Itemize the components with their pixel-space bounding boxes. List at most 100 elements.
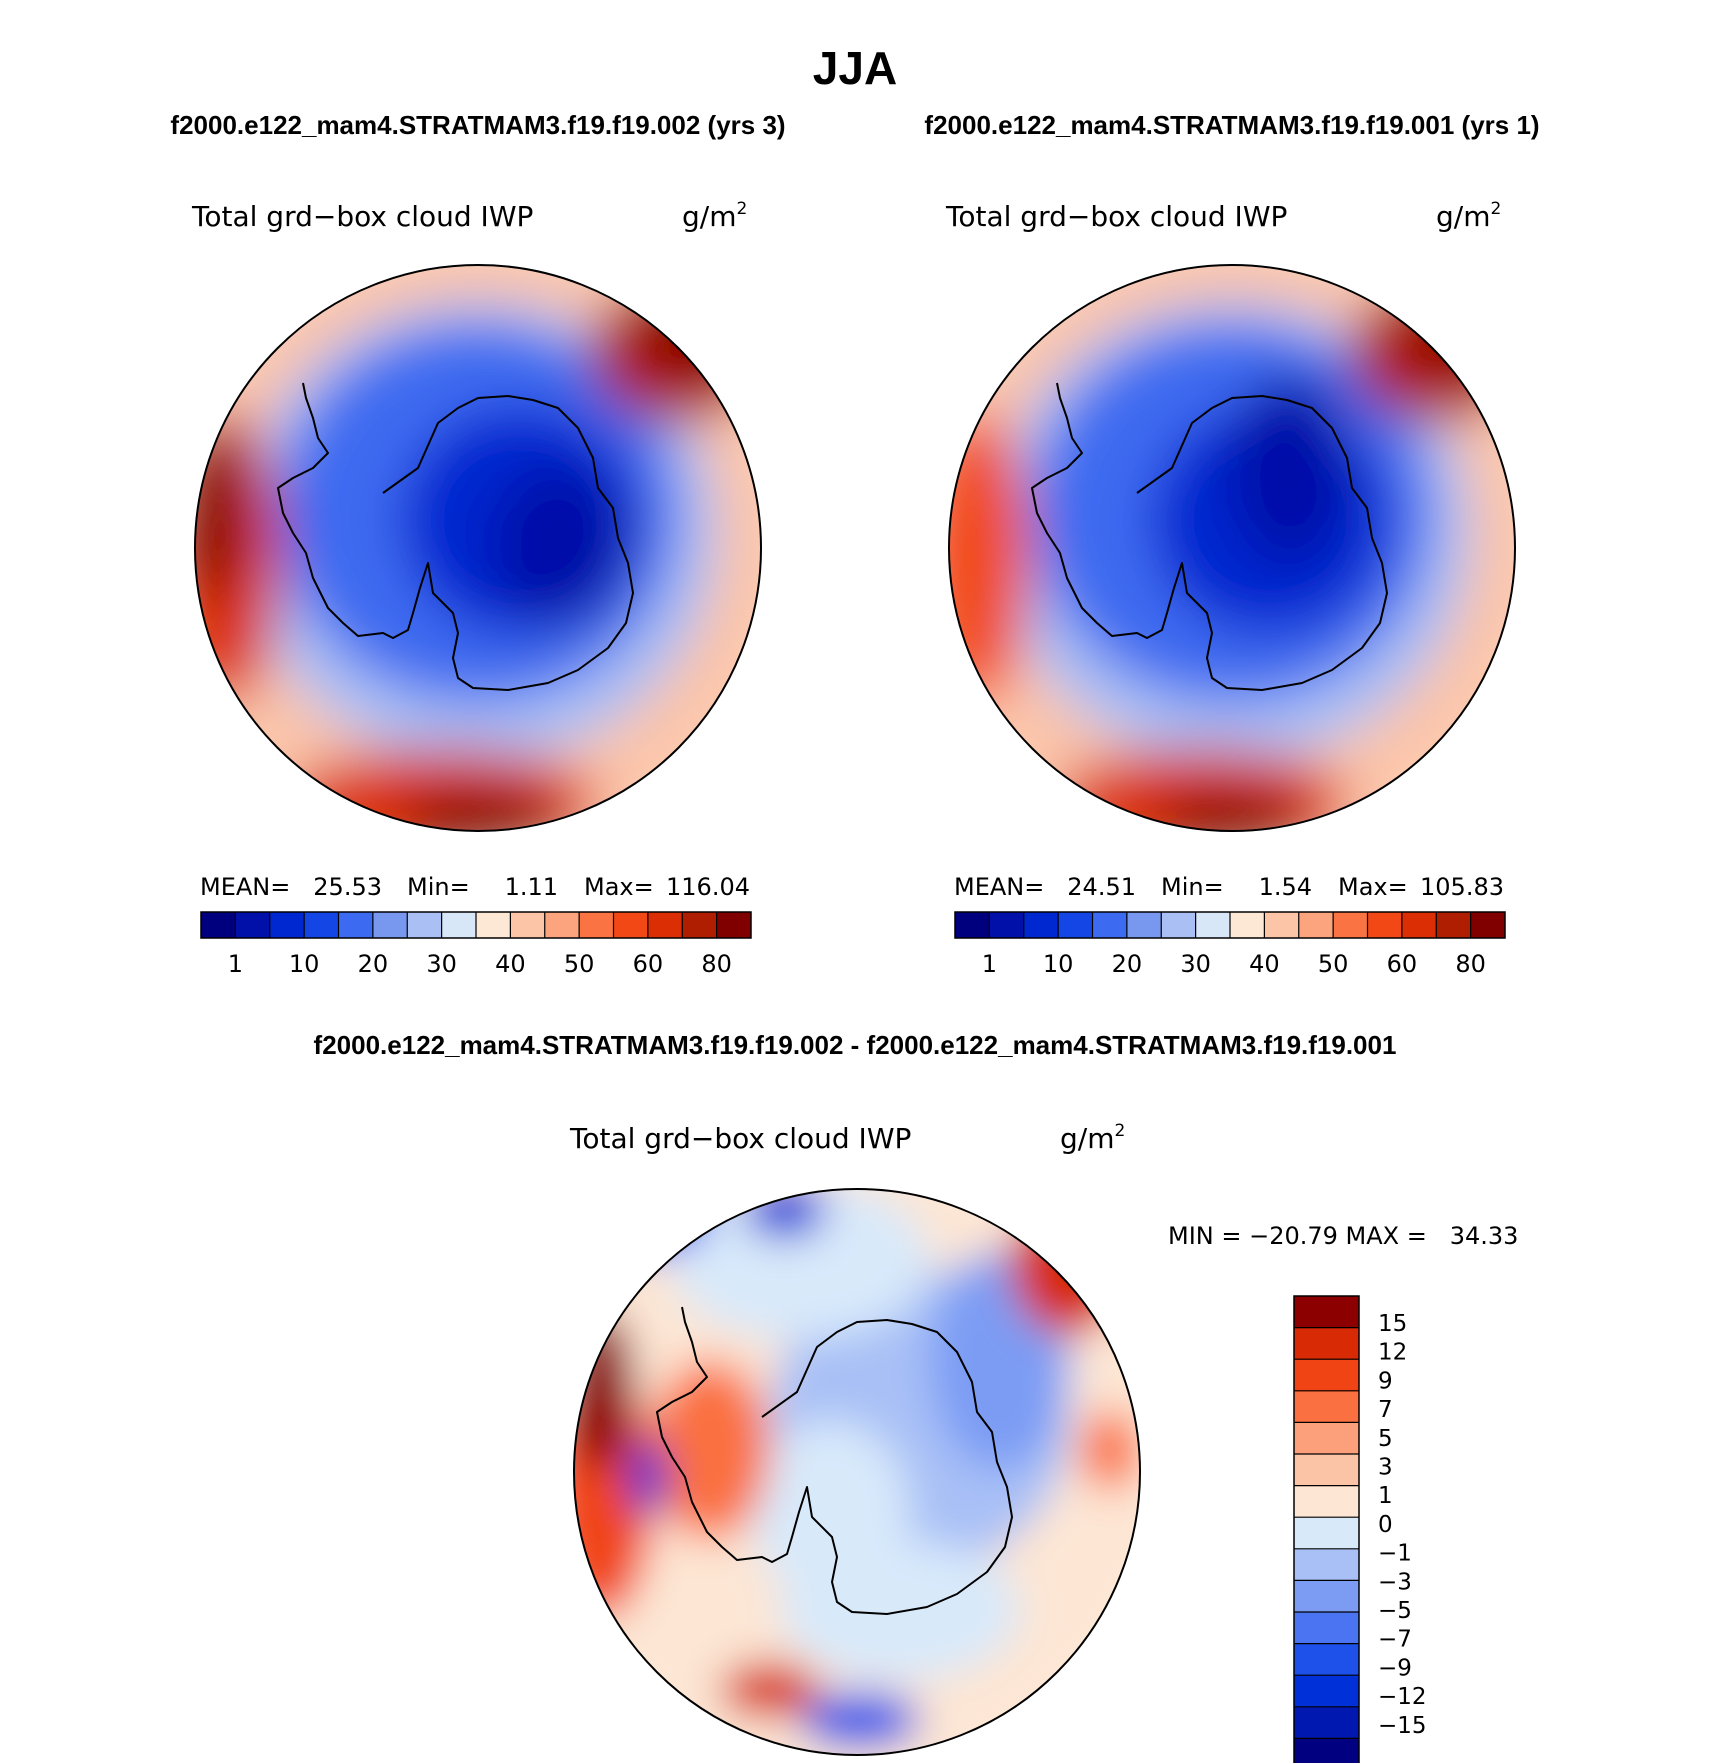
storm-north-core: [1155, 794, 1305, 831]
mean-label: MEAN=: [954, 873, 1044, 901]
units-label: g/m2: [682, 199, 747, 233]
min-label: Min=: [407, 873, 470, 901]
colorbar-tick-label: 40: [1249, 950, 1280, 978]
field-shading: [574, 1189, 1140, 1755]
colorbar-swatch: [544, 912, 580, 938]
colorbar-swatch: [1294, 1454, 1359, 1487]
min-max-label: MIN = −20.79 MAX = 34.33: [1168, 1222, 1518, 1250]
colorbar-vertical: 15 129 7 5 31 0 −1−3 −5 −7−9 −12 −15: [1293, 1295, 1427, 1763]
colorbar-swatch: [1401, 912, 1437, 938]
max-value: 105.83: [1420, 873, 1504, 901]
blue-north: [745, 1189, 825, 1238]
colorbar-tick-label: 9: [1378, 1368, 1393, 1394]
colorbar-swatch: [1023, 912, 1059, 938]
colorbar-swatch: [1294, 1296, 1359, 1329]
colorbar-tick-label: 10: [1043, 950, 1074, 978]
map-boundary: [573, 1188, 1141, 1756]
field-north-blue: [670, 1189, 930, 1340]
colorbar-swatch: [989, 912, 1025, 938]
colorbar-frame: [954, 911, 1506, 939]
colorbar-swatch: [1126, 912, 1162, 938]
field-peninsula-red: [650, 1360, 770, 1540]
case-a-title: f2000.e122_mam4.STRATMAM3.f19.f19.002 (y…: [170, 110, 785, 140]
colorbar-swatch: [1298, 912, 1334, 938]
colorbar-swatch: [1333, 912, 1368, 938]
field-core: [1230, 375, 1350, 565]
colorbar-swatch: [1294, 1485, 1359, 1518]
colorbar-swatch: [1294, 1390, 1359, 1423]
colorbar-swatch: [1294, 1548, 1359, 1581]
panel-difference: Total grd−box cloud IWP g/m2 MIN = −20.7…: [569, 1121, 1518, 1763]
antarctica-coastline: [277, 382, 634, 691]
figure-title: JJA: [813, 42, 897, 94]
stats-line: MEAN= 24.51 Min= 1.54 Max= 105.83: [954, 873, 1504, 901]
colorbar-tick-label: 1: [982, 950, 997, 978]
colorbar-swatch: [1367, 912, 1403, 938]
variable-label: Total grd−box cloud IWP: [191, 200, 533, 233]
colorbar-tick-label: 30: [1180, 950, 1211, 978]
colorbar-tick-label: 20: [1112, 950, 1143, 978]
colorbar-tick-label: 50: [1318, 950, 1349, 978]
colorbar-tick-label: −12: [1378, 1684, 1427, 1710]
colorbar-swatch: [1294, 1422, 1359, 1455]
colorbar-frame: [200, 911, 752, 939]
colorbar-swatch: [441, 912, 477, 938]
stats-line: MEAN= 25.53 Min= 1.11 Max= 116.04: [200, 873, 750, 901]
field-core: [490, 465, 630, 625]
colorbar-tick-label: 30: [426, 950, 457, 978]
storm-south: [720, 1662, 820, 1718]
storm-west-core: [195, 420, 244, 600]
colorbar-swatch: [955, 912, 990, 938]
colorbar-swatch: [682, 912, 718, 938]
colorbar-frame: [1293, 1295, 1360, 1763]
colorbar-swatch: [1161, 912, 1197, 938]
colorbar-swatch: [1058, 912, 1093, 938]
units-label: g/m2: [1436, 199, 1501, 233]
variable-label: Total grd−box cloud IWP: [945, 200, 1287, 233]
colorbar-tick-label: −15: [1378, 1713, 1427, 1739]
polar-map: [194, 264, 762, 832]
min-label: Min=: [1161, 873, 1224, 901]
colorbar-tick-label: 80: [1455, 950, 1486, 978]
mean-value: 25.53: [313, 873, 382, 901]
storm-east: [1010, 1195, 1130, 1335]
colorbar-swatch: [1230, 912, 1265, 938]
min-value: 1.54: [1259, 873, 1312, 901]
colorbar-tick-label: 1: [1378, 1483, 1393, 1509]
colorbar-tick-label: −1: [1378, 1541, 1412, 1567]
max-value: 116.04: [666, 873, 750, 901]
colorbar-swatch: [1195, 912, 1231, 938]
colorbar-swatch: [372, 912, 408, 938]
panel-case-a: Total grd−box cloud IWP g/m2: [191, 199, 762, 978]
panel-case-b: Total grd−box cloud IWP g/m2: [945, 199, 1516, 978]
storm-east: [1350, 278, 1515, 422]
polar-map: [948, 264, 1516, 832]
colorbar-swatch: [235, 912, 271, 938]
difference-title: f2000.e122_mam4.STRATMAM3.f19.f19.002 - …: [314, 1030, 1397, 1060]
colorbar-tick-label: 10: [289, 950, 320, 978]
units-label: g/m2: [1060, 1121, 1125, 1155]
polar-map: [573, 1188, 1141, 1756]
colorbar-tick-label: −3: [1378, 1569, 1412, 1595]
colorbar-tick-label: −7: [1378, 1627, 1412, 1653]
storm-east-core: [645, 285, 755, 375]
field-shading: [949, 265, 1515, 831]
colorbar-swatch: [510, 912, 546, 938]
mean-value: 24.51: [1067, 873, 1136, 901]
field-shading: [195, 265, 761, 831]
colorbar: 1 10 20 30 40 50 60 80: [200, 911, 752, 978]
colorbar-tick-label: 40: [495, 950, 526, 978]
colorbar-swatch: [201, 912, 236, 938]
colorbar-swatch: [1294, 1327, 1359, 1360]
colorbar-swatch: [1294, 1580, 1359, 1613]
blue-west: [630, 1438, 666, 1518]
storm-east-core: [1415, 290, 1505, 370]
map-boundary: [948, 264, 1516, 832]
colorbar-swatch: [269, 912, 305, 938]
storm-east-2: [1080, 1410, 1140, 1490]
max-label: Max=: [584, 873, 654, 901]
mean-label: MEAN=: [200, 873, 290, 901]
colorbar-tick-label: 80: [701, 950, 732, 978]
colorbar-tick-label: 12: [1378, 1340, 1407, 1366]
